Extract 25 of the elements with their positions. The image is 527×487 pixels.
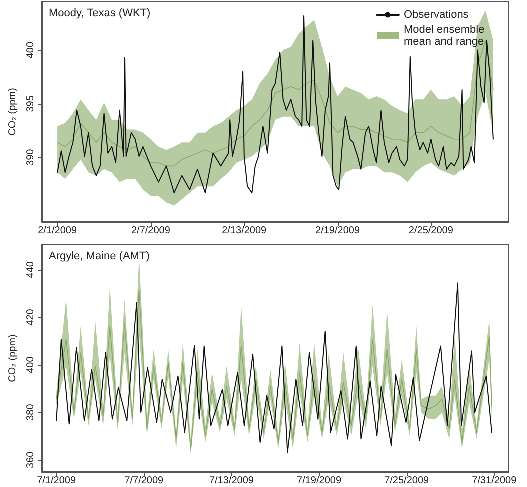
y-tick-label: 400 (26, 356, 36, 374)
x-tick-label: 2/13/2009 (222, 226, 268, 236)
y-tick-label: 360 (26, 451, 36, 468)
y-axis-title: CO₂ (ppm) (8, 334, 18, 382)
x-tick-label: 7/1/2009 (37, 476, 76, 486)
y-axis-title: CO₂ (ppm) (8, 88, 18, 136)
x-tick-label: 7/13/2009 (209, 476, 254, 486)
legend-label: Observations (404, 9, 470, 21)
y-tick-label: 390 (26, 148, 36, 166)
text: Argyle, Maine (AMT) (49, 250, 150, 262)
x-tick-label: 7/31/2009 (472, 476, 518, 486)
legend-label: Model ensemble mean and range (404, 24, 488, 48)
y-tick-label: 395 (26, 95, 36, 112)
chart-title: Moody, Texas (WKT) (49, 8, 151, 20)
y-tick-label: 420 (26, 308, 36, 326)
x-tick-label: 2/25/2009 (408, 226, 454, 236)
y-tick-label: 400 (26, 42, 36, 59)
x-tick-label: 7/25/2009 (384, 476, 430, 486)
x-tick-label: 2/7/2009 (132, 226, 171, 236)
x-tick-label: 2/19/2009 (316, 226, 360, 236)
x-tick-label: 2/1/2009 (38, 226, 78, 236)
y-tick-label: 440 (26, 261, 36, 278)
x-tick-label: 7/7/2009 (124, 476, 164, 486)
x-tick-label: 7/19/2009 (297, 476, 342, 486)
y-tick-label: 380 (26, 404, 36, 421)
